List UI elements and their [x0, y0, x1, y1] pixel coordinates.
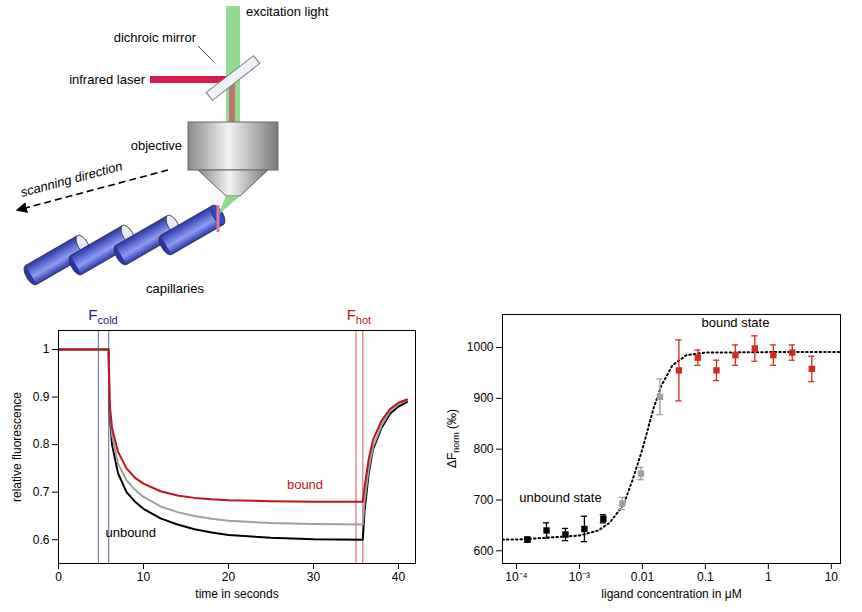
svg-text:0.9: 0.9 — [33, 390, 50, 404]
svg-text:20: 20 — [222, 570, 236, 584]
svg-text:bound: bound — [287, 477, 323, 492]
svg-text:bound state: bound state — [701, 315, 769, 330]
svg-text:40: 40 — [392, 570, 406, 584]
svg-text:10⁻³: 10⁻³ — [569, 570, 590, 584]
svg-text:1: 1 — [43, 342, 50, 356]
svg-text:0.6: 0.6 — [33, 533, 50, 547]
svg-text:0.7: 0.7 — [33, 485, 50, 499]
svg-text:10⁻⁴: 10⁻⁴ — [505, 570, 528, 584]
svg-text:ligand concentration in μM: ligand concentration in μM — [601, 587, 741, 601]
svg-text:30: 30 — [307, 570, 321, 584]
svg-text:0.8: 0.8 — [33, 437, 50, 451]
svg-text:capillaries: capillaries — [146, 281, 204, 296]
svg-text:10: 10 — [825, 570, 839, 584]
svg-text:relative fluorescence: relative fluorescence — [10, 392, 24, 502]
svg-text:Fcold: Fcold — [88, 306, 117, 326]
svg-text:0.1: 0.1 — [697, 570, 714, 584]
svg-text:excitation light: excitation light — [246, 4, 329, 19]
svg-text:dichroic mirror: dichroic mirror — [114, 30, 197, 45]
svg-text:1000: 1000 — [467, 340, 494, 354]
svg-text:objective: objective — [131, 138, 182, 153]
svg-text:0: 0 — [55, 570, 62, 584]
svg-text:unbound: unbound — [105, 525, 156, 540]
svg-text:10: 10 — [137, 570, 151, 584]
svg-text:scanning direction: scanning direction — [19, 158, 124, 200]
svg-text:900: 900 — [473, 391, 493, 405]
svg-text:700: 700 — [473, 493, 493, 507]
svg-text:600: 600 — [473, 544, 493, 558]
svg-text:0.01: 0.01 — [631, 570, 655, 584]
svg-text:Fhot: Fhot — [347, 306, 371, 326]
svg-text:time in seconds: time in seconds — [195, 587, 278, 601]
svg-text:800: 800 — [473, 442, 493, 456]
svg-text:1: 1 — [765, 570, 772, 584]
svg-text:unbound state: unbound state — [519, 490, 601, 505]
svg-text:infrared laser: infrared laser — [69, 72, 146, 87]
svg-text:ΔFnorm (‰): ΔFnorm (‰) — [445, 409, 461, 468]
